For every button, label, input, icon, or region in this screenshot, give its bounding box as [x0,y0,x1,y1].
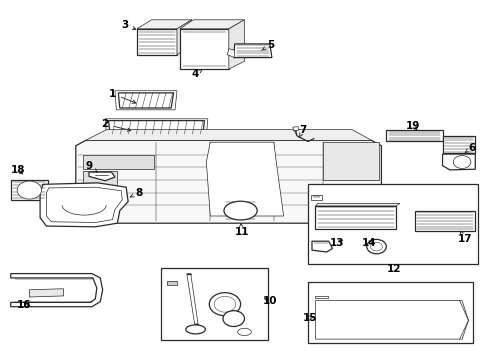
Text: 4: 4 [191,69,202,79]
Circle shape [209,293,240,316]
Circle shape [452,156,470,168]
Text: 15: 15 [303,312,317,323]
Polygon shape [414,211,474,231]
Text: 5: 5 [261,40,273,50]
Bar [307,184,477,264]
Polygon shape [310,195,321,200]
Circle shape [366,239,386,254]
Ellipse shape [224,201,257,220]
Bar [307,282,472,343]
Polygon shape [29,289,63,297]
Polygon shape [83,155,154,169]
Polygon shape [40,183,128,227]
Polygon shape [167,281,177,285]
Polygon shape [137,20,191,29]
Text: 13: 13 [329,238,344,248]
Polygon shape [11,274,102,307]
Polygon shape [83,171,117,205]
Bar [137,29,177,55]
Polygon shape [315,203,399,206]
Polygon shape [322,142,378,180]
Text: 12: 12 [386,264,400,274]
Text: 2: 2 [102,119,130,131]
Polygon shape [315,206,395,229]
Polygon shape [177,20,191,55]
Polygon shape [315,296,327,298]
Polygon shape [180,20,244,29]
Polygon shape [89,172,115,181]
Text: 11: 11 [234,224,249,237]
Polygon shape [11,180,48,200]
Text: 18: 18 [11,165,25,175]
Polygon shape [186,274,198,324]
Circle shape [214,296,235,312]
Ellipse shape [185,325,205,334]
Text: 3: 3 [121,20,136,30]
Text: 16: 16 [17,300,32,310]
Polygon shape [76,140,381,223]
Polygon shape [228,20,244,69]
Text: 14: 14 [361,238,376,248]
Text: 8: 8 [130,188,142,198]
Text: 7: 7 [299,125,306,138]
Text: 10: 10 [262,296,277,306]
Text: 19: 19 [405,121,420,131]
Polygon shape [386,130,442,141]
Polygon shape [180,29,228,69]
Polygon shape [442,136,474,153]
Text: 9: 9 [85,161,97,172]
Ellipse shape [237,328,251,336]
Polygon shape [292,127,298,131]
Polygon shape [206,142,283,216]
Polygon shape [227,49,234,58]
Text: 1: 1 [109,89,136,103]
Circle shape [370,242,382,251]
Bar [161,268,267,340]
Polygon shape [315,301,468,339]
Text: 17: 17 [457,231,472,244]
Circle shape [17,181,41,199]
Circle shape [223,311,244,327]
Polygon shape [118,93,173,108]
Text: 6: 6 [464,143,474,153]
Polygon shape [85,130,371,140]
Polygon shape [311,241,332,252]
Polygon shape [442,154,474,170]
Polygon shape [108,121,204,134]
Polygon shape [233,44,271,58]
